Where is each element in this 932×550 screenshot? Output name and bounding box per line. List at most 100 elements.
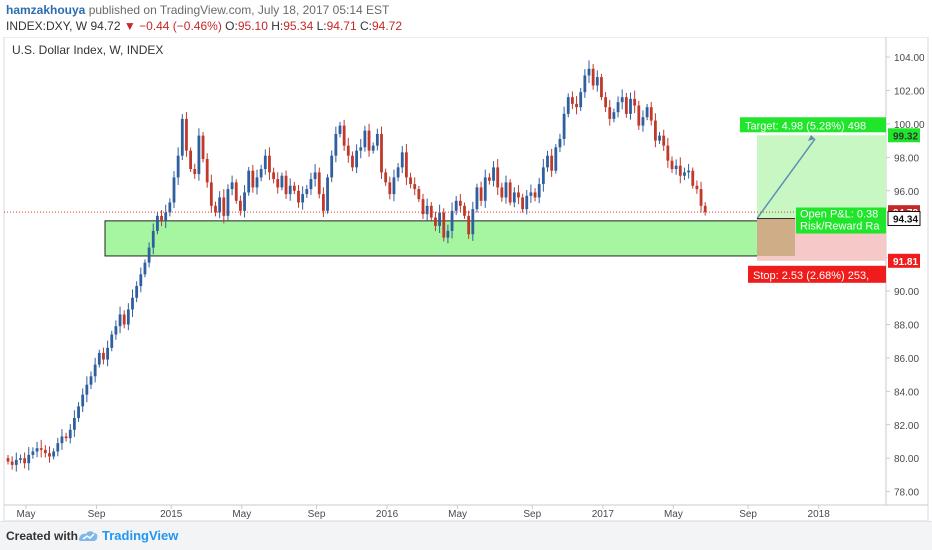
price-tag: 99.32 [893,131,918,142]
candle-body [81,394,85,407]
candle-body [429,205,433,218]
candle-body [338,125,342,134]
candle-body [39,448,43,450]
open-pl-label: Open P&L: 0.38 [800,209,878,221]
candle-body [396,167,400,178]
candle-body [454,200,458,211]
candle-body [23,458,26,464]
candle-body [201,135,205,160]
candle-body [529,192,533,196]
stop-label: Stop: 2.53 (2.68%) 253, [753,270,869,282]
candle-body [421,199,425,215]
candle-body [488,177,491,181]
candle-body [89,376,93,385]
low-label: L: [316,19,327,33]
chart-border [3,37,929,521]
candle-body [139,274,143,287]
candle-body [172,177,176,203]
stop-label-box [748,265,886,283]
candle-body [222,197,226,216]
author-link[interactable]: hamzakhouya [6,3,86,17]
candle-body [583,75,587,93]
candle-body [346,145,350,156]
candle-body [355,150,358,168]
time-tick-label: May [232,509,251,520]
time-tick-label: Sep [739,509,757,520]
candle-body [305,189,309,195]
candle-body [14,459,18,465]
candle-body [288,185,292,195]
candle-body [131,297,134,310]
candle-body [703,205,707,213]
candle-body [405,152,408,178]
candle-body [521,197,524,210]
candle-body [633,98,637,106]
candle-body [699,189,703,206]
candle-body [359,147,363,151]
time-tick-label: May [664,509,683,520]
candle-body [467,215,471,235]
price-chart[interactable]: U.S. Dollar Index, W, INDEX Target: 4.98… [0,37,932,521]
candle-body [280,175,284,188]
candle-body [413,184,417,190]
candle-body [268,155,271,173]
candle-body [496,167,500,188]
candle-body [147,247,151,263]
candle-body [97,352,101,365]
candle-body [637,105,641,126]
candle-body [156,215,159,231]
candle-body [342,125,346,146]
candle-body [297,190,300,203]
candle-body [517,192,520,198]
tradingview-brand[interactable]: TradingView [102,528,179,543]
candle-body [317,172,321,195]
time-tick-label: 2017 [592,509,615,520]
time-tick-label: Sep [308,509,326,520]
candle-body [64,436,68,439]
price-tick-label: 104.00 [894,53,925,64]
candle-body [367,130,371,151]
candle-body [492,167,495,181]
candle-body [143,262,147,275]
candle-body [471,209,475,235]
price-tick-label: 98.00 [894,153,919,164]
candles-layer [6,60,707,472]
candle-body [434,217,437,226]
chart-area[interactable]: U.S. Dollar Index, W, INDEX Target: 4.98… [0,37,932,521]
created-with-text: Created with [6,529,79,543]
price-tag: 91.81 [893,257,918,268]
candle-body [537,184,541,198]
candle-body [654,120,657,141]
candle-body [309,179,313,190]
candle-body [608,107,612,119]
candle-body [93,364,97,377]
price-tick-label: 86.00 [894,354,919,365]
price-axis[interactable]: 104.00102.00100.0098.0096.0092.0090.0088… [886,53,925,499]
tradingview-logo-icon[interactable] [77,528,99,544]
candle-body [463,205,466,216]
candle-body [126,309,130,325]
candle-body [375,133,379,146]
time-axis[interactable]: May Sep 2015 May Sep 2016 May Sep 2017 May Sep 2018 [17,505,831,520]
published-text: published on TradingView.com, July 18, 2… [88,3,390,17]
candle-body [595,77,599,86]
candle-body [541,167,545,185]
candle-body [616,102,620,113]
candle-body [230,182,234,190]
candle-body [114,326,118,335]
candle-body [629,98,632,114]
target-arrow-head [808,134,815,141]
candle-body [691,170,695,186]
candle-body [392,177,396,195]
candle-body [384,172,388,183]
zones-layer [104,135,886,261]
candle-body [263,155,267,170]
candle-body [48,453,51,457]
candle-body [587,68,591,76]
candle-body [624,97,628,114]
target-label: Target: 4.98 (5.28%) 498 [745,120,866,132]
candle-body [234,182,238,201]
candle-body [259,169,263,178]
candle-body [35,448,39,452]
candle-body [670,160,674,170]
